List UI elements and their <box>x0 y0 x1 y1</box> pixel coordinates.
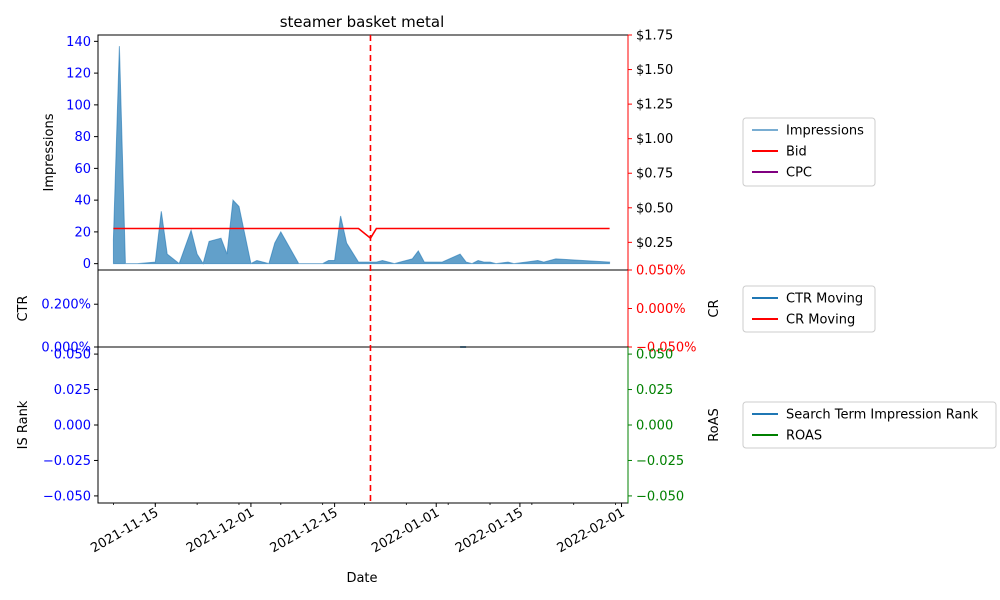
right-tick-label: $0.75 <box>636 167 673 182</box>
legend-frame <box>742 401 997 449</box>
left-tick-label: −0.050 <box>43 489 91 504</box>
right-tick-label: 0.000 <box>636 419 673 434</box>
legend-label: Bid <box>786 145 807 160</box>
legend-frame <box>742 117 876 187</box>
panel-frame-impressions <box>97 34 629 271</box>
right-tick-label: $1.25 <box>636 98 673 113</box>
left-tick-label: 0.000% <box>41 341 91 356</box>
right-tick-label: −0.050 <box>636 489 684 504</box>
left-tick-label: 0.200% <box>41 298 91 313</box>
x-tick-label: 2022-01-15 <box>453 505 526 556</box>
left-tick-label: 60 <box>74 162 91 177</box>
y-axis-label-right: RoAS <box>707 408 722 442</box>
legend-impressions: Impressions Bid CPC <box>742 117 876 187</box>
x-tick-label: 2021-12-01 <box>184 505 257 556</box>
legend-label: CR Moving <box>786 313 855 328</box>
right-tick-label: $0.25 <box>636 236 673 251</box>
panel-frame-ctr <box>97 269 629 348</box>
right-tick-label: −0.025 <box>636 454 684 469</box>
right-tick-label: 0.050% <box>636 264 686 279</box>
left-tick-label: 120 <box>66 67 91 82</box>
x-tick-label: 2021-11-15 <box>88 505 161 556</box>
legend-isrank: Search Term Impression Rank ROAS <box>742 401 997 449</box>
left-tick-label: 140 <box>66 35 91 50</box>
legend-label: CTR Moving <box>786 292 863 307</box>
legend-label: Impressions <box>786 124 864 139</box>
series-bid-line <box>113 227 610 240</box>
legend-label: ROAS <box>786 429 822 444</box>
left-tick-label: 0 <box>83 257 91 272</box>
left-tick-label: 80 <box>74 130 91 145</box>
left-tick-label: 40 <box>74 194 91 209</box>
left-tick-label: 0.050 <box>54 348 91 363</box>
chart-panels: 0 20 40 60 80 100 120 140 $0.25 $0.50 $0.75 $1.00 $1… <box>16 29 997 556</box>
left-tick-label: −0.025 <box>43 454 91 469</box>
left-tick-label: 20 <box>74 225 91 240</box>
series-impressions-area <box>112 46 611 265</box>
right-tick-label: 0.000% <box>636 302 686 317</box>
y-axis-label-left: Impressions <box>42 113 57 191</box>
right-tick-label: $1.50 <box>636 63 673 78</box>
right-tick-label: 0.025 <box>636 383 673 398</box>
right-tick-label: 0.050 <box>636 348 673 363</box>
panel-impressions: 0 20 40 60 80 100 120 140 $0.25 $0.50 $0.75 $1.00 $1… <box>42 29 876 272</box>
left-tick-label: 0.025 <box>54 383 91 398</box>
panel-ctr: 0.000% 0.200% −0.050% 0.000% 0.050% CTR CR CTR … <box>16 264 876 356</box>
panel-isrank: −0.050 −0.025 0.000 0.025 0.050 −0.050 −0.025 0… <box>16 346 997 504</box>
left-tick-label: 100 <box>66 98 91 113</box>
right-tick-label: $1.00 <box>636 132 673 147</box>
x-axis-label: Date <box>346 571 377 586</box>
legend-ctr: CTR Moving CR Moving <box>742 285 876 333</box>
right-tick-label: $0.50 <box>636 201 673 216</box>
x-tick-label: 2021-12-15 <box>268 505 341 556</box>
left-tick-label: 0.000 <box>54 419 91 434</box>
chart-title: steamer basket metal <box>280 13 445 31</box>
legend-label: CPC <box>786 166 812 181</box>
right-tick-label: −0.050% <box>636 341 696 356</box>
y-axis-label-left: IS Rank <box>16 400 31 449</box>
right-tick-label: $1.75 <box>636 29 673 44</box>
y-axis-label-left: CTR <box>16 295 31 321</box>
legend-label: Search Term Impression Rank <box>786 408 979 423</box>
x-tick-label: 2022-02-01 <box>555 505 628 556</box>
y-axis-label-right: CR <box>707 299 722 317</box>
x-tick-label: 2022-01-01 <box>369 505 442 556</box>
panel-frame-isrank <box>97 346 629 504</box>
